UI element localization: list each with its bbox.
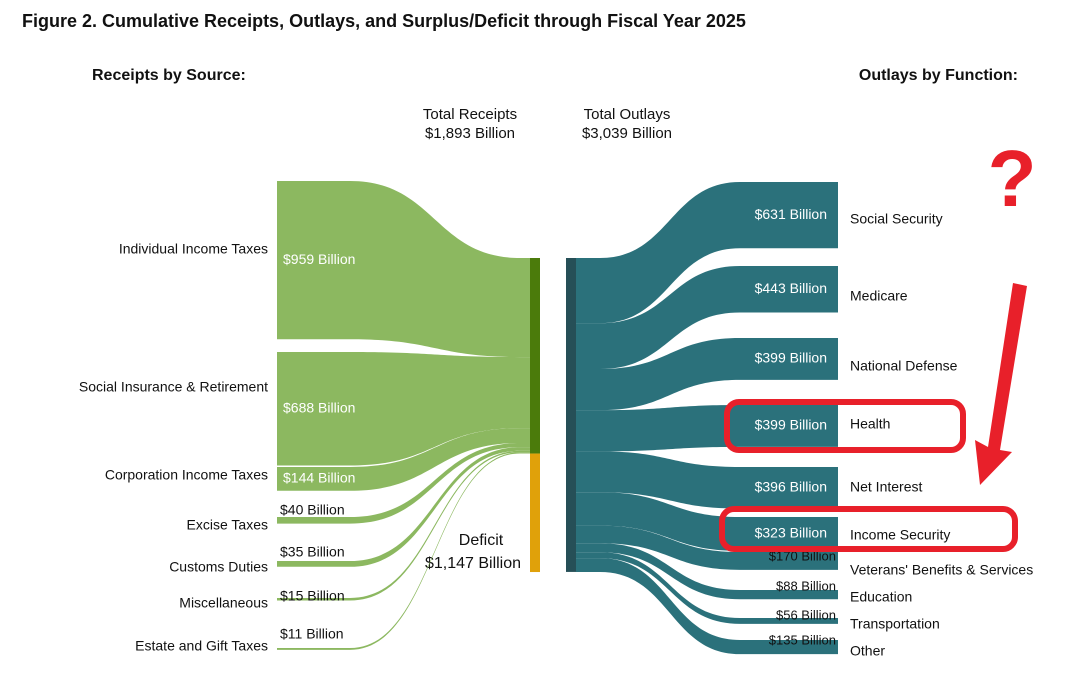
- deficit-bar: [530, 453, 540, 573]
- function-label: Veterans' Benefits & Services: [850, 562, 1033, 578]
- source-label: Corporation Income Taxes: [105, 467, 268, 483]
- right-heading: Outlays by Function:: [859, 67, 1018, 84]
- outlay-flow: [576, 405, 838, 452]
- total-label: Total Receipts: [423, 106, 517, 123]
- function-label: Health: [850, 416, 890, 432]
- receipt-flow: [277, 443, 530, 524]
- value-label: $88 Billion: [776, 578, 836, 593]
- outlay-flow: [576, 266, 838, 369]
- labels: Individual Income Taxes $959 Billion Socia…: [79, 206, 1033, 659]
- value-label: $959 Billion: [283, 251, 355, 267]
- value-label: $396 Billion: [755, 478, 827, 494]
- annotations: ?: [719, 134, 1037, 552]
- value-label: $170 Billion: [769, 548, 836, 563]
- value-label: $323 Billion: [755, 525, 827, 541]
- value-label: $11 Billion: [280, 626, 344, 642]
- function-label: Net Interest: [850, 479, 922, 495]
- function-label: Other: [850, 643, 885, 659]
- source-label: Customs Duties: [169, 559, 268, 575]
- receipts-bar: [530, 258, 540, 454]
- value-label: $135 Billion: [769, 632, 836, 647]
- value-label: $399 Billion: [755, 417, 827, 433]
- value-label: $399 Billion: [755, 350, 827, 366]
- annotation-arrow: [975, 283, 1027, 485]
- source-label: Estate and Gift Taxes: [135, 638, 268, 654]
- highlight-box: [724, 399, 966, 453]
- value-label: $56 Billion: [776, 607, 836, 622]
- value-label: $40 Billion: [280, 502, 345, 518]
- outlay-flow: [576, 492, 838, 551]
- source-label: Social Insurance & Retirement: [79, 379, 268, 395]
- flows: [277, 181, 838, 655]
- outlay-flow: [576, 558, 838, 655]
- source-label: Excise Taxes: [187, 517, 268, 533]
- deficit-value: $1,147 Billion: [425, 555, 521, 572]
- function-label: Education: [850, 589, 912, 605]
- highlight-box: [719, 506, 1018, 552]
- total-label: Total Outlays: [584, 106, 671, 123]
- value-label: $15 Billion: [280, 588, 345, 604]
- function-label: Income Security: [850, 527, 950, 543]
- outlay-flow: [576, 543, 838, 600]
- total-value: $3,039 Billion: [582, 125, 672, 142]
- receipt-flow: [277, 428, 530, 491]
- value-label: $144 Billion: [283, 470, 355, 486]
- function-label: National Defense: [850, 358, 958, 374]
- source-label: Miscellaneous: [179, 595, 268, 611]
- outlay-flow: [576, 182, 838, 324]
- total-value: $1,893 Billion: [425, 125, 515, 142]
- source-label: Individual Income Taxes: [119, 241, 268, 257]
- value-label: $688 Billion: [283, 399, 355, 415]
- outlays-bar: [566, 258, 576, 572]
- function-label: Transportation: [850, 616, 940, 632]
- annotation-text: ?: [988, 134, 1037, 223]
- left-heading: Receipts by Source:: [92, 67, 246, 84]
- receipt-flow: [277, 447, 530, 567]
- deficit-label: Deficit: [459, 532, 504, 549]
- outlay-flow: [576, 525, 838, 570]
- outlay-flow: [576, 338, 838, 411]
- function-label: Medicare: [850, 288, 908, 304]
- value-label: $443 Billion: [755, 280, 827, 296]
- receipt-flow: [277, 352, 530, 466]
- value-label: $631 Billion: [755, 206, 827, 222]
- function-label: Social Security: [850, 211, 943, 227]
- chart-title: Figure 2. Cumulative Receipts, Outlays, …: [22, 11, 746, 31]
- outlay-flow: [576, 451, 838, 509]
- receipt-flow: [277, 181, 530, 358]
- value-label: $35 Billion: [280, 544, 345, 560]
